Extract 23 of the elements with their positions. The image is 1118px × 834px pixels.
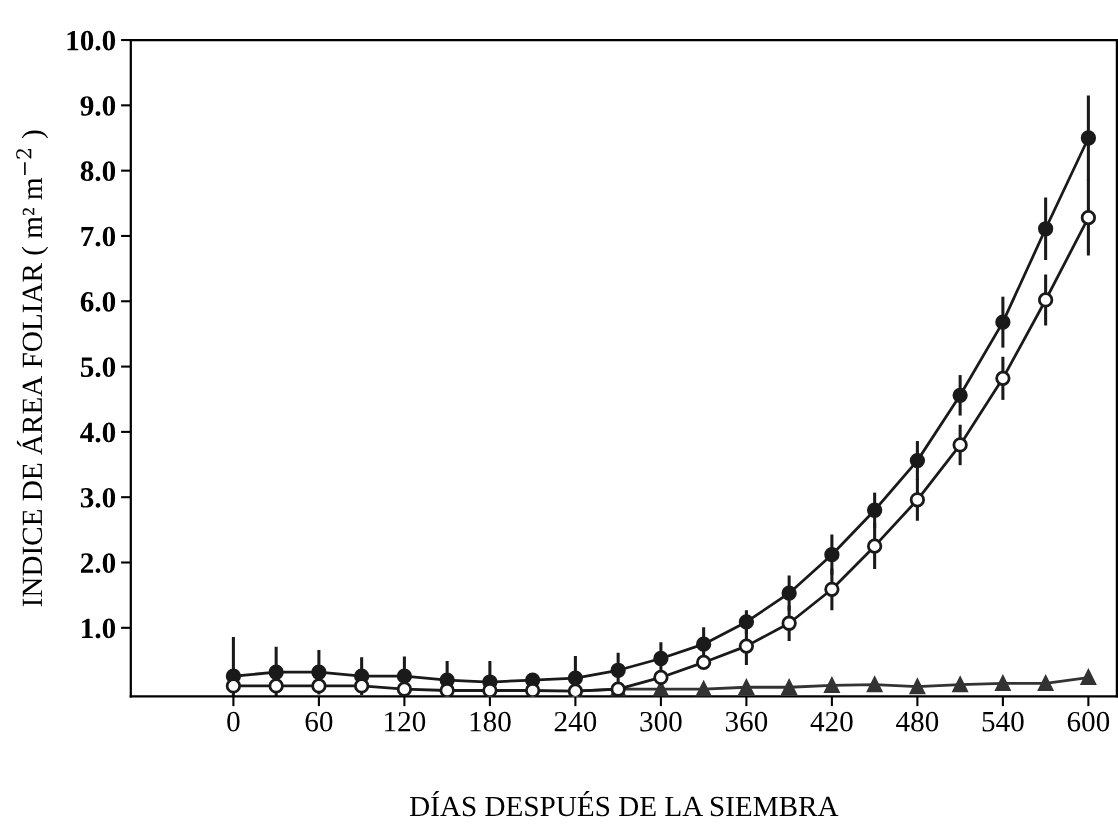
- x-tick-label: 60: [305, 711, 333, 732]
- y-tick-label: 2.0: [80, 553, 116, 574]
- y-tick-label: 1.0: [82, 618, 116, 639]
- y-tick-label: 8.0: [80, 161, 116, 182]
- x-tick-label: 540: [982, 711, 1024, 732]
- x-tick-label: 300: [640, 711, 682, 732]
- y-tick-label: 6.0: [80, 291, 116, 312]
- y-tick-label: 5.0: [80, 357, 116, 378]
- y-tick-label: 10.0: [67, 30, 116, 51]
- y-tick-label: 7.0: [81, 226, 116, 247]
- x-tick-label: 120: [385, 711, 426, 732]
- y-tick-label: 9.0: [80, 96, 116, 116]
- x-tick-label: 180: [470, 711, 511, 732]
- x-tick-label: 420: [810, 711, 853, 732]
- y-tick-label: 4.0: [80, 422, 116, 443]
- x-tick-label: 0: [227, 711, 240, 732]
- x-tick-label: 600: [1067, 711, 1110, 732]
- x-axis-title: DÍAS DESPUÉS DE LA SIEMBRA: [409, 791, 839, 817]
- x-tick-label: 360: [725, 711, 768, 732]
- y-tick-label: 3.0: [80, 487, 116, 508]
- y-axis-title: INDICE DE ÁREA FOLIAR ( m² m$^{−2}$ ): [16, 130, 49, 607]
- x-tick-label: 480: [896, 711, 939, 732]
- x-tick-label: 240: [554, 711, 597, 732]
